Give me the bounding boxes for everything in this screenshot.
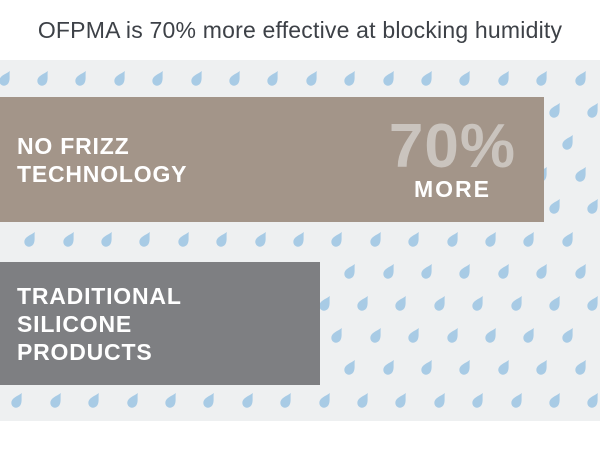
raindrop-icon [459,358,472,377]
raindrop-icon [293,230,306,249]
raindrop-icon [446,326,460,345]
bar-label-line: TRADITIONAL [17,282,182,309]
raindrop-icon [114,69,127,88]
raindrop-icon [11,391,24,410]
raindrop-icon [472,294,485,313]
raindrop-icon [165,391,178,410]
bar-traditional-silicone: TRADITIONAL SILICONE PRODUCTS [0,262,320,385]
raindrop-icon [229,69,242,88]
raindrop-icon [370,326,383,345]
raindrop-icon [178,230,191,249]
chart-title: OFPMA is 70% more effective at blocking … [0,0,600,60]
raindrop-icon [510,391,524,410]
raindrop-icon [574,262,588,281]
raindrop-icon [139,230,152,249]
raindrop-icon [280,391,293,410]
raindrop-icon [472,391,485,410]
raindrop-icon [549,197,562,216]
raindrop-icon [318,391,332,410]
raindrop-icon [587,197,600,216]
raindrop-icon [434,294,447,313]
raindrop-icon [370,230,383,249]
raindrop-icon [549,101,562,120]
raindrop-icon [382,358,396,377]
raindrop-icon [498,262,511,281]
raindrop-icon [562,230,575,249]
raindrop-icon [421,262,434,281]
raindrop-icon [536,262,549,281]
raindrop-icon [190,69,204,88]
raindrop-icon [267,69,280,88]
bar-no-frizz-technology: NO FRIZZ TECHNOLOGY 70% MORE [0,97,544,222]
raindrop-icon [382,262,396,281]
raindrop-icon [421,358,434,377]
raindrop-icon [587,101,600,120]
raindrop-icon [101,230,114,249]
raindrop-icon [382,69,396,88]
raindrop-icon [536,358,549,377]
raindrop-icon [62,230,76,249]
raindrop-icon [587,391,600,410]
raindrop-icon [37,69,50,88]
raindrop-icon [344,358,357,377]
raindrop-icon [549,294,562,313]
raindrop-icon [126,391,140,410]
raindrop-icon [498,358,511,377]
raindrop-icon [459,262,472,281]
raindrop-icon [344,69,357,88]
raindrop-icon [562,326,575,345]
value-more-label: MORE [413,175,491,202]
raindrop-icon [344,262,357,281]
raindrop-icon [408,230,421,249]
raindrop-icon [523,326,536,345]
raindrop-icon [216,230,229,249]
raindrop-icon [459,69,472,88]
raindrop-icon [357,391,370,410]
bar-label-line: TECHNOLOGY [17,160,188,187]
bar-label-line: NO FRIZZ [17,132,130,159]
bar-label-line: SILICONE [17,310,133,337]
raindrop-icon [254,230,268,249]
raindrop-icon [421,69,434,88]
raindrop-icon [395,391,408,410]
raindrop-icon [549,391,562,410]
value-percent: 70% [388,111,516,181]
raindrop-icon [446,230,460,249]
raindrop-icon [88,391,101,410]
raindrop-icon [152,69,165,88]
raindrop-icon [0,69,12,88]
raindrop-icon [50,391,63,410]
raindrop-icon [536,69,549,88]
raindrop-icon [574,69,588,88]
raindrop-icon [75,69,88,88]
raindrop-icon [242,391,255,410]
raindrop-icon [485,230,498,249]
raindrop-icon [587,294,600,313]
bar-label-line: PRODUCTS [17,338,153,365]
bottom-margin [0,421,600,449]
raindrop-icon [331,326,344,345]
raindrop-icon [357,294,370,313]
raindrop-icon [562,133,575,152]
raindrop-icon [331,230,344,249]
bar-label-no-frizz: NO FRIZZ TECHNOLOGY [0,132,187,188]
raindrop-icon [498,69,511,88]
value-annotation: 70% MORE [388,111,516,202]
raindrop-icon [24,230,37,249]
raindrop-icon [408,326,421,345]
raindrop-icon [485,326,498,345]
raindrop-icon [510,294,524,313]
raindrop-icon [574,358,588,377]
raindrop-icon [434,391,447,410]
raindrop-icon [395,294,408,313]
raindrop-icon [523,230,536,249]
raindrop-icon [574,165,588,184]
raindrop-icon [318,294,332,313]
raindrop-icon [203,391,216,410]
raindrop-icon [306,69,319,88]
bar-label-traditional: TRADITIONAL SILICONE PRODUCTS [0,282,182,366]
